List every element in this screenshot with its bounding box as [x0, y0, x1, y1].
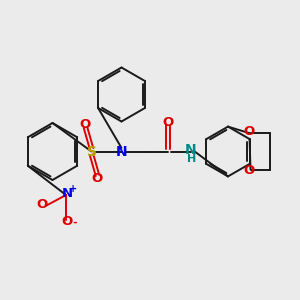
Text: N: N: [62, 187, 73, 200]
Text: O: O: [243, 164, 255, 178]
Text: O: O: [92, 172, 103, 185]
Text: -: -: [73, 218, 77, 228]
Text: O: O: [162, 116, 174, 130]
Text: O: O: [80, 118, 91, 131]
Text: N: N: [116, 145, 127, 158]
Text: S: S: [86, 145, 97, 158]
Text: O: O: [36, 198, 48, 212]
Text: O: O: [62, 214, 73, 228]
Text: H: H: [187, 154, 196, 164]
Text: +: +: [69, 184, 78, 194]
Text: O: O: [243, 125, 255, 139]
Text: N: N: [185, 143, 196, 157]
